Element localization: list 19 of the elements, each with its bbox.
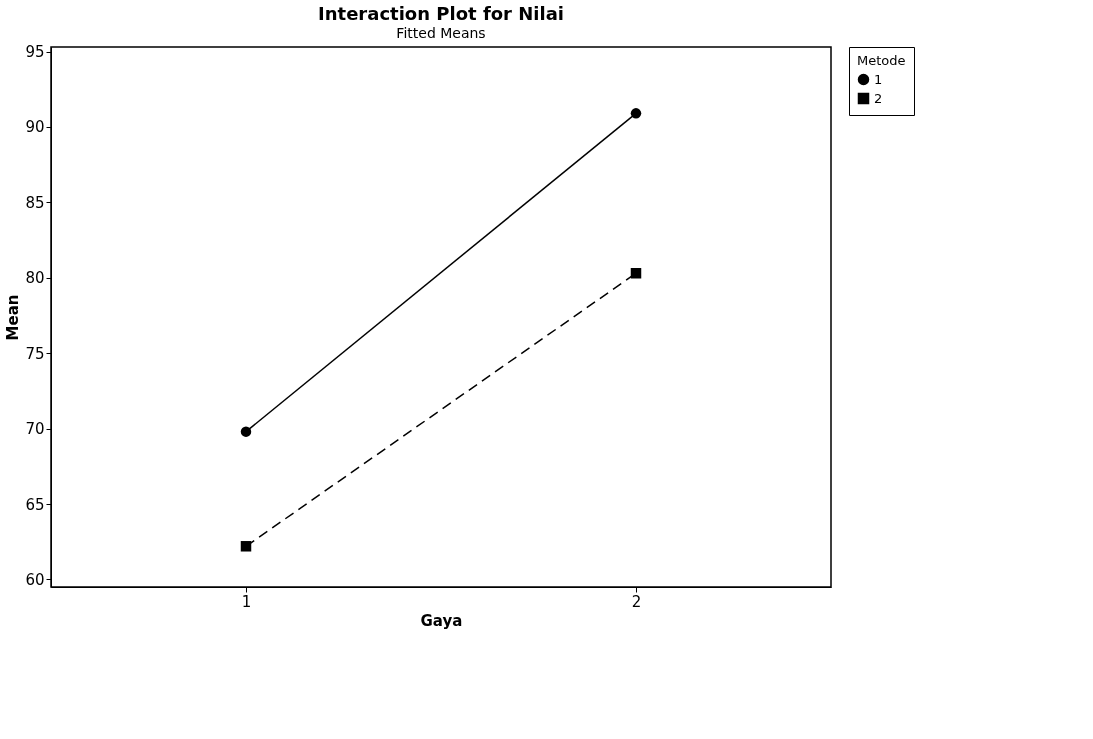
point [240,541,252,552]
legend-title: Metode [857,53,906,68]
chart-subtitle: Fitted Means [396,24,486,41]
point [630,268,642,279]
x-axis-title: Gaya [420,611,463,630]
point [630,108,642,119]
legend-label: 2 [874,90,883,106]
y-tick-label: 90 [25,118,45,137]
point [240,426,252,437]
y-tick-label: 80 [25,269,45,288]
y-tick-label: 60 [25,570,45,589]
y-axis-title: Mean [4,294,23,341]
y-tick-label: 70 [25,420,45,439]
y-tick-label: 75 [25,344,45,363]
legend-label: 1 [874,71,883,87]
y-tick-label: 95 [25,43,45,62]
y-tick-label: 85 [25,193,45,212]
y-tick-label: 65 [25,495,45,514]
chart-title: Interaction Plot for Nilai [318,2,564,24]
